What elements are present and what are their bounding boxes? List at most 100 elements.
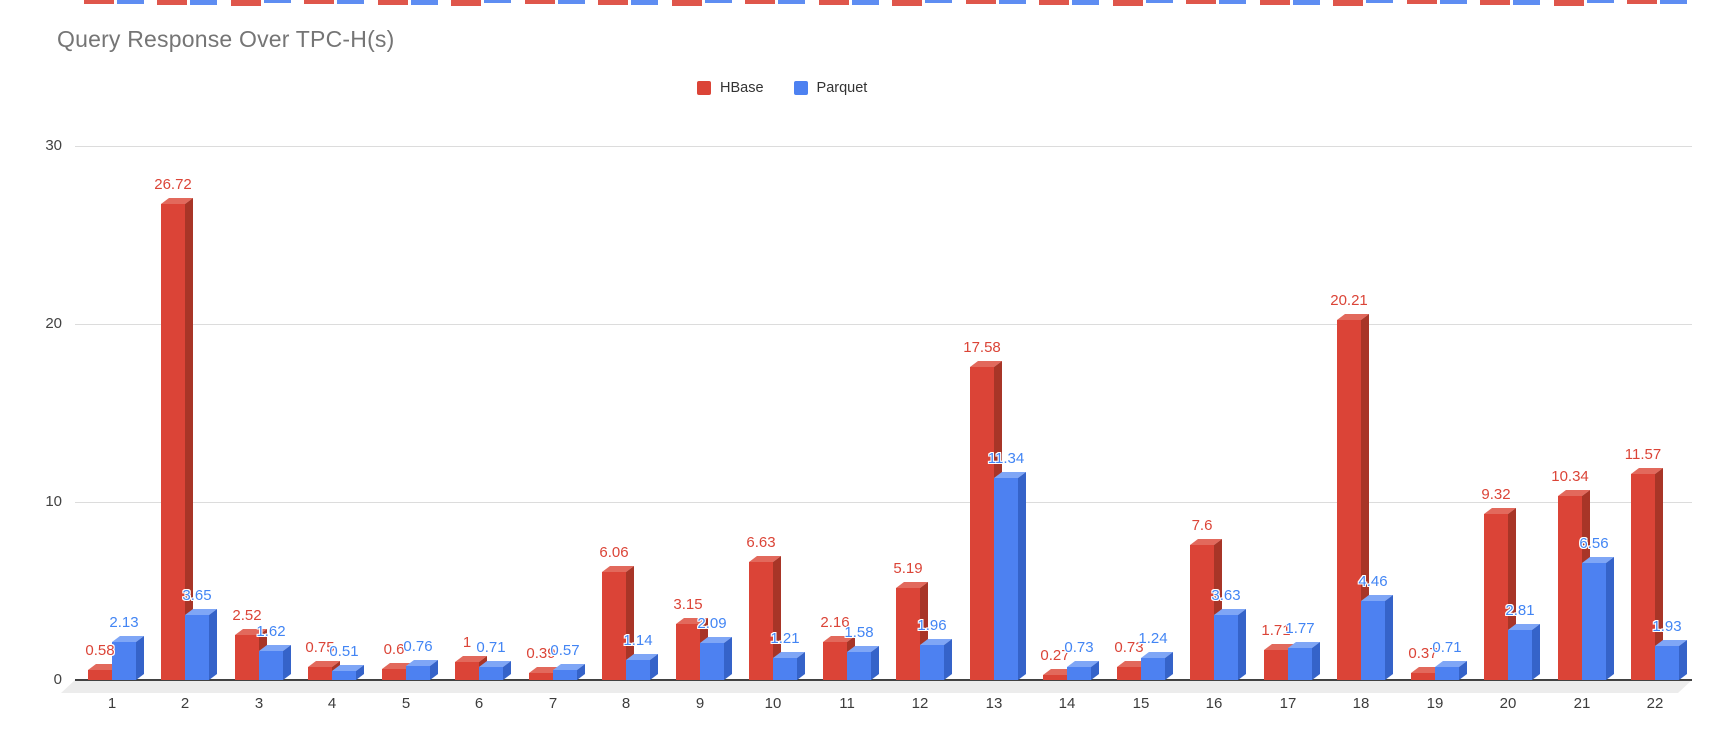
cropped-label-fragment [1260, 0, 1290, 5]
hbase-value-label-18: 20.21 [1330, 292, 1368, 309]
hbase-value-label-16: 7.6 [1191, 517, 1213, 534]
hbase-bar-9-front-face [676, 624, 700, 680]
hbase-bar-8[interactable] [602, 565, 634, 680]
hbase-bar-18[interactable] [1337, 313, 1369, 680]
parquet-value-label-16: 3.63 [1211, 587, 1241, 604]
hbase-bar-15[interactable] [1117, 660, 1149, 680]
hbase-bar-10[interactable] [749, 555, 781, 680]
parquet-bar-12[interactable] [920, 638, 952, 680]
hbase-bar-13[interactable] [970, 360, 1002, 680]
hbase-value-label-12: 5.19 [893, 560, 923, 577]
parquet-bar-18[interactable] [1361, 594, 1393, 680]
parquet-bar-12-front-face [920, 645, 944, 680]
hbase-bar-19[interactable] [1411, 666, 1443, 680]
parquet-bar-8-side-face [650, 653, 658, 680]
hbase-bar-8-front-face [602, 572, 626, 680]
hbase-bar-9[interactable] [676, 617, 708, 680]
parquet-bar-10[interactable] [773, 651, 805, 680]
parquet-bar-1-front-face [112, 642, 136, 680]
hbase-bar-22[interactable] [1631, 467, 1663, 680]
hbase-bar-13-front-face [970, 367, 994, 680]
hbase-bar-5[interactable] [382, 662, 414, 680]
hbase-bar-1[interactable] [88, 663, 120, 680]
parquet-bar-21-front-face [1582, 563, 1606, 680]
hbase-bar-19-front-face [1411, 673, 1435, 680]
hbase-bar-20[interactable] [1484, 507, 1516, 680]
cropped-label-fragment [337, 0, 364, 4]
parquet-bar-3[interactable] [259, 644, 291, 680]
hbase-bar-21[interactable] [1558, 489, 1590, 680]
parquet-bar-9[interactable] [700, 636, 732, 680]
hbase-bar-16[interactable] [1190, 538, 1222, 680]
parquet-bar-6[interactable] [479, 660, 511, 680]
hbase-bar-4[interactable] [308, 660, 340, 680]
hbase-value-label-13: 17.58 [963, 339, 1001, 356]
parquet-value-label-22: 1.93 [1652, 618, 1682, 635]
parquet-bar-22-front-face [1655, 646, 1679, 680]
parquet-bar-5[interactable] [406, 659, 438, 680]
hbase-bar-3[interactable] [235, 628, 267, 680]
hbase-bar-14[interactable] [1043, 668, 1075, 680]
hbase-bar-7[interactable] [529, 666, 561, 680]
cropped-label-fragment [672, 0, 702, 6]
x-axis-label-19: 19 [1426, 695, 1444, 712]
cropped-label-fragment [451, 0, 481, 6]
hbase-value-label-14: 0.27 [1040, 647, 1070, 664]
parquet-bar-13-side-face [1018, 471, 1026, 680]
parquet-bar-7[interactable] [553, 663, 585, 680]
cropped-label-fragment [1627, 0, 1657, 4]
x-axis-label-21: 21 [1573, 695, 1591, 712]
x-axis-label-16: 16 [1205, 695, 1223, 712]
parquet-bar-1[interactable] [112, 635, 144, 680]
hbase-bar-11[interactable] [823, 635, 855, 680]
parquet-bar-19[interactable] [1435, 660, 1467, 680]
x-axis-label-7: 7 [548, 695, 558, 712]
parquet-bar-2-front-face [185, 615, 209, 680]
cropped-label-fragment [190, 0, 217, 5]
cropped-label-fragment [1146, 0, 1173, 3]
parquet-bar-22[interactable] [1655, 639, 1687, 680]
legend-label-hbase: HBase [720, 80, 764, 96]
x-axis-label-15: 15 [1132, 695, 1150, 712]
x-axis-label-1: 1 [107, 695, 117, 712]
x-axis-label-22: 22 [1646, 695, 1664, 712]
parquet-legend-swatch-icon [793, 81, 808, 95]
parquet-bar-2[interactable] [185, 608, 217, 680]
parquet-bar-21[interactable] [1582, 556, 1614, 680]
parquet-bar-16[interactable] [1214, 608, 1246, 680]
cropped-label-fragment [705, 0, 732, 3]
hbase-bar-12[interactable] [896, 581, 928, 680]
parquet-bar-17[interactable] [1288, 641, 1320, 680]
hbase-bar-2[interactable] [161, 197, 193, 681]
parquet-bar-11-side-face [871, 645, 879, 680]
x-axis-label-13: 13 [985, 695, 1003, 712]
cropped-label-fragment [778, 0, 805, 4]
cropped-label-fragment [1407, 0, 1437, 4]
parquet-bar-14[interactable] [1067, 660, 1099, 680]
hbase-bar-18-front-face [1337, 320, 1361, 680]
hbase-bar-15-front-face [1117, 667, 1141, 680]
hbase-value-label-10: 6.63 [746, 534, 776, 551]
hbase-bar-6[interactable] [455, 655, 487, 680]
hbase-bar-2-front-face [161, 204, 185, 680]
parquet-bar-8[interactable] [626, 653, 658, 680]
cropped-label-fragment [558, 0, 585, 4]
cropped-label-fragment [1587, 0, 1614, 3]
hbase-value-label-9: 3.15 [673, 596, 703, 613]
parquet-bar-15[interactable] [1141, 651, 1173, 680]
parquet-value-label-8: 1.14 [623, 632, 653, 649]
hbase-value-label-5: 0.6 [383, 641, 405, 658]
parquet-bar-22-side-face [1679, 639, 1687, 680]
x-axis-line [75, 679, 1692, 681]
parquet-bar-21-side-face [1606, 556, 1614, 680]
cropped-label-fragment [411, 0, 438, 5]
parquet-bar-20[interactable] [1508, 623, 1540, 680]
hbase-bar-14-front-face [1043, 675, 1067, 680]
hbase-bar-17[interactable] [1264, 643, 1296, 680]
legend-label-parquet: Parquet [816, 80, 868, 96]
parquet-bar-11[interactable] [847, 645, 879, 680]
parquet-bar-13[interactable] [994, 471, 1026, 680]
cropped-label-fragment [1186, 0, 1216, 4]
hbase-value-label-21: 10.34 [1551, 468, 1589, 485]
parquet-bar-4[interactable] [332, 664, 364, 680]
